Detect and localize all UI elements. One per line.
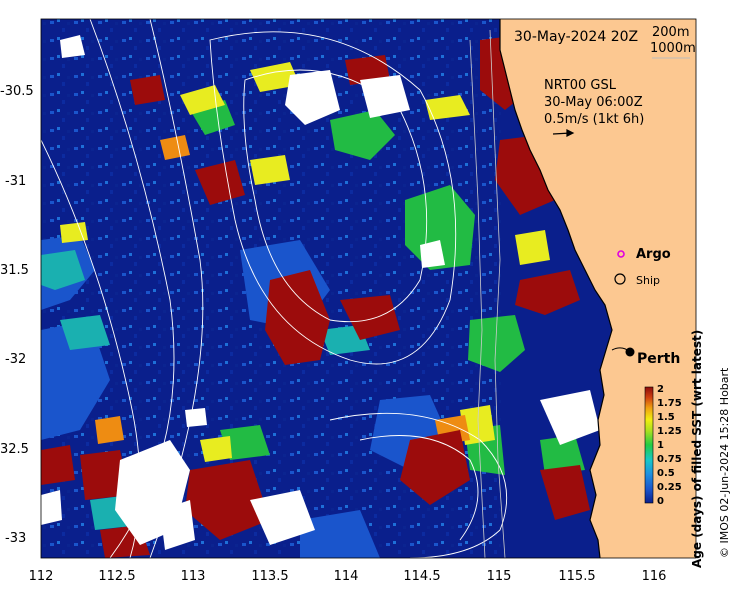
colorbar-label: Age (days) of filled SST (wrt latest) — [690, 329, 704, 568]
y-tick: -30.5 — [0, 84, 34, 99]
colorbar — [644, 386, 654, 504]
contour-200m-label: 200m — [652, 25, 690, 40]
x-tick: 115 — [486, 569, 512, 584]
copyright-credit: © IMOS 02-Jun-2024 15:28 Hobart — [718, 367, 731, 558]
colorbar-tick: 1 — [657, 440, 664, 451]
colorbar-tick: 1.5 — [657, 412, 675, 423]
x-tick: 112.5 — [98, 569, 136, 584]
perth-label: Perth — [637, 351, 681, 367]
perth-marker — [625, 347, 635, 357]
sst-age-yellow — [60, 62, 550, 462]
x-tick: 113.5 — [251, 569, 289, 584]
x-tick: 114 — [333, 569, 359, 584]
colorbar-tick: 0.75 — [657, 454, 682, 465]
colorbar-tick: 0.25 — [657, 482, 682, 493]
ship-label: Ship — [636, 274, 660, 287]
x-tick: 112 — [28, 569, 54, 584]
y-tick: -31 — [5, 174, 27, 189]
y-tick: 31.5 — [0, 263, 29, 278]
current-legend-source: NRT00 GSL — [544, 78, 616, 93]
y-tick: -33 — [5, 531, 27, 546]
x-tick: 116 — [641, 569, 667, 584]
bathymetry-contours — [41, 19, 508, 558]
sst-age-dark-red — [41, 35, 590, 558]
sst-no-data-white — [41, 35, 600, 550]
current-legend-scale: 0.5m/s (1kt 6h) — [544, 112, 645, 127]
plot-frame — [40, 18, 697, 559]
sst-age-cyan — [41, 250, 370, 530]
ship-marker — [614, 273, 626, 285]
current-legend-time: 30-May 06:00Z — [544, 95, 643, 110]
argo-label: Argo — [636, 247, 671, 262]
x-tick: 113 — [180, 569, 206, 584]
argo-marker — [617, 250, 625, 258]
current-scale-arrow — [552, 129, 575, 137]
x-tick: 115.5 — [558, 569, 596, 584]
y-tick: -32 — [5, 352, 27, 367]
colorbar-tick: 2 — [657, 384, 664, 395]
colorbar-tick: 0.5 — [657, 468, 675, 479]
map-date-title: 30-May-2024 20Z — [514, 29, 639, 45]
y-tick: 32.5 — [0, 442, 29, 457]
contour-1000m-label: 1000m — [650, 41, 696, 56]
x-tick: 114.5 — [403, 569, 441, 584]
colorbar-tick: 1.25 — [657, 426, 682, 437]
colorbar-tick: 0 — [657, 496, 664, 507]
colorbar-tick: 1.75 — [657, 398, 682, 409]
